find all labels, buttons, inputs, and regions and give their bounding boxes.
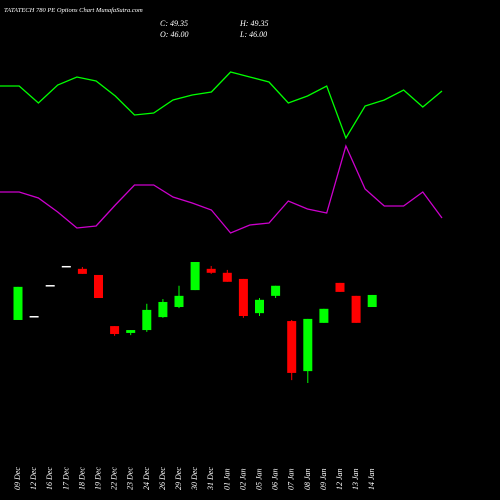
candle-body xyxy=(238,278,248,317)
x-tick-label: 24 Dec xyxy=(142,467,151,490)
candle-body xyxy=(351,295,361,323)
candle-body xyxy=(110,326,120,335)
indicator-line xyxy=(0,144,443,234)
x-tick-label: 30 Dec xyxy=(190,467,199,491)
x-tick-label: 05 Jan xyxy=(255,468,264,490)
ohlc-open: O: 46.00 xyxy=(160,30,188,39)
ohlc-high: H: 49.35 xyxy=(239,19,268,28)
x-tick-label: 22 Dec xyxy=(110,467,119,490)
x-tick-label: 17 Dec xyxy=(61,467,70,490)
candle-body xyxy=(271,285,281,296)
candle-body xyxy=(29,316,39,318)
candle-body xyxy=(367,294,377,308)
x-tick-label: 23 Dec xyxy=(126,467,135,490)
candle-body xyxy=(190,262,200,291)
chart-title: TATATECH 780 PE Options Chart MunafaSutr… xyxy=(4,7,143,14)
x-tick-label: 29 Dec xyxy=(174,467,183,490)
x-tick-label: 19 Dec xyxy=(94,467,103,490)
candle-body xyxy=(158,301,168,318)
candle-body xyxy=(77,268,87,274)
candle-body xyxy=(206,268,216,273)
candle-body xyxy=(303,318,313,372)
x-tick-label: 14 Jan xyxy=(367,468,376,490)
x-tick-label: 09 Dec xyxy=(13,467,22,490)
candle-body xyxy=(13,286,23,320)
candle-body xyxy=(45,285,55,287)
indicator-line xyxy=(0,71,443,140)
x-tick-label: 13 Jan xyxy=(351,468,360,490)
x-tick-label: 08 Jan xyxy=(303,468,312,490)
candle-body xyxy=(174,295,184,308)
x-tick-label: 31 Dec xyxy=(206,467,215,491)
x-tick-label: 26 Dec xyxy=(158,467,167,490)
x-tick-label: 16 Dec xyxy=(45,467,54,490)
x-tick-label: 12 Jan xyxy=(335,468,344,490)
x-tick-label: 02 Jan xyxy=(238,468,247,490)
candle-body xyxy=(255,299,264,314)
candle-body xyxy=(94,274,103,299)
candle-body xyxy=(335,282,345,292)
candle-body xyxy=(319,308,329,323)
x-tick-label: 01 Jan xyxy=(222,468,231,490)
x-tick-label: 07 Jan xyxy=(287,468,296,490)
candle-body xyxy=(142,309,152,331)
candle-body xyxy=(61,265,71,268)
ohlc-close: C: 49.35 xyxy=(160,19,188,28)
x-tick-label: 12 Dec xyxy=(29,467,38,490)
x-tick-label: 06 Jan xyxy=(271,468,280,490)
x-tick-label: 18 Dec xyxy=(77,467,86,490)
candle-body xyxy=(222,272,232,282)
candle-body xyxy=(126,330,136,333)
x-tick-label: 09 Jan xyxy=(319,468,328,490)
ohlc-low: L: 46.00 xyxy=(239,30,267,39)
candle-body xyxy=(287,321,297,373)
